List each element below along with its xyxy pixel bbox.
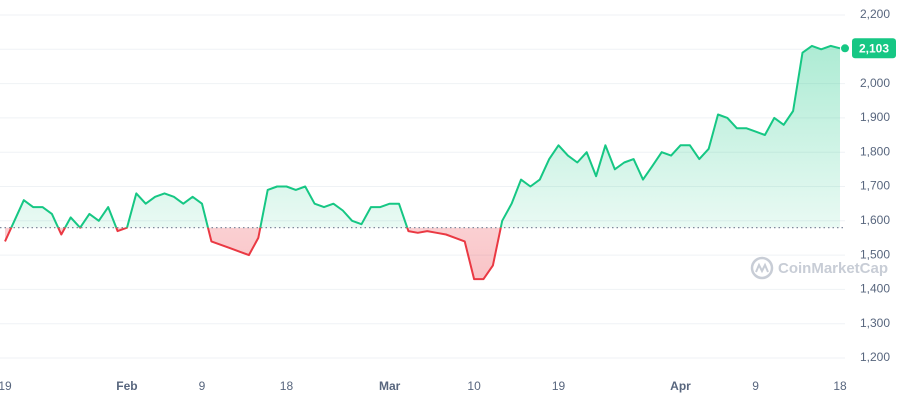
y-tick-label: 1,800 <box>860 144 890 158</box>
x-tick-label: 18 <box>280 379 294 393</box>
watermark-text: CoinMarketCap <box>778 260 888 277</box>
y-tick-label: 1,300 <box>860 316 890 330</box>
x-tick-label: 19 <box>552 379 566 393</box>
x-tick-label: Feb <box>116 379 137 393</box>
area-down <box>5 227 501 280</box>
y-tick-label: 2,000 <box>860 76 890 90</box>
y-tick-label: 1,900 <box>860 110 890 124</box>
x-tick-label: 19 <box>0 379 12 393</box>
x-tick-label: Mar <box>379 379 401 393</box>
price-line-up <box>10 44 841 228</box>
y-tick-label: 1,500 <box>860 247 890 261</box>
price-tag <box>852 38 896 59</box>
x-tick-label: 9 <box>199 379 206 393</box>
x-tick-label: 18 <box>833 379 847 393</box>
x-tick-label: 10 <box>467 379 481 393</box>
x-tick-label: 9 <box>752 379 759 393</box>
y-tick-label: 1,700 <box>860 179 890 193</box>
y-tick-label: 2,200 <box>860 7 890 21</box>
price-tag-label: 2,103 <box>859 41 889 55</box>
watermark: CoinMarketCap <box>750 256 888 280</box>
y-tick-label: 1,600 <box>860 213 890 227</box>
area-up <box>5 45 840 228</box>
y-tick-label: 1,400 <box>860 282 890 296</box>
current-dot <box>841 44 849 53</box>
y-tick-label: 1,200 <box>860 350 890 364</box>
x-tick-label: Apr <box>670 379 691 393</box>
price-line-down <box>4 227 502 281</box>
